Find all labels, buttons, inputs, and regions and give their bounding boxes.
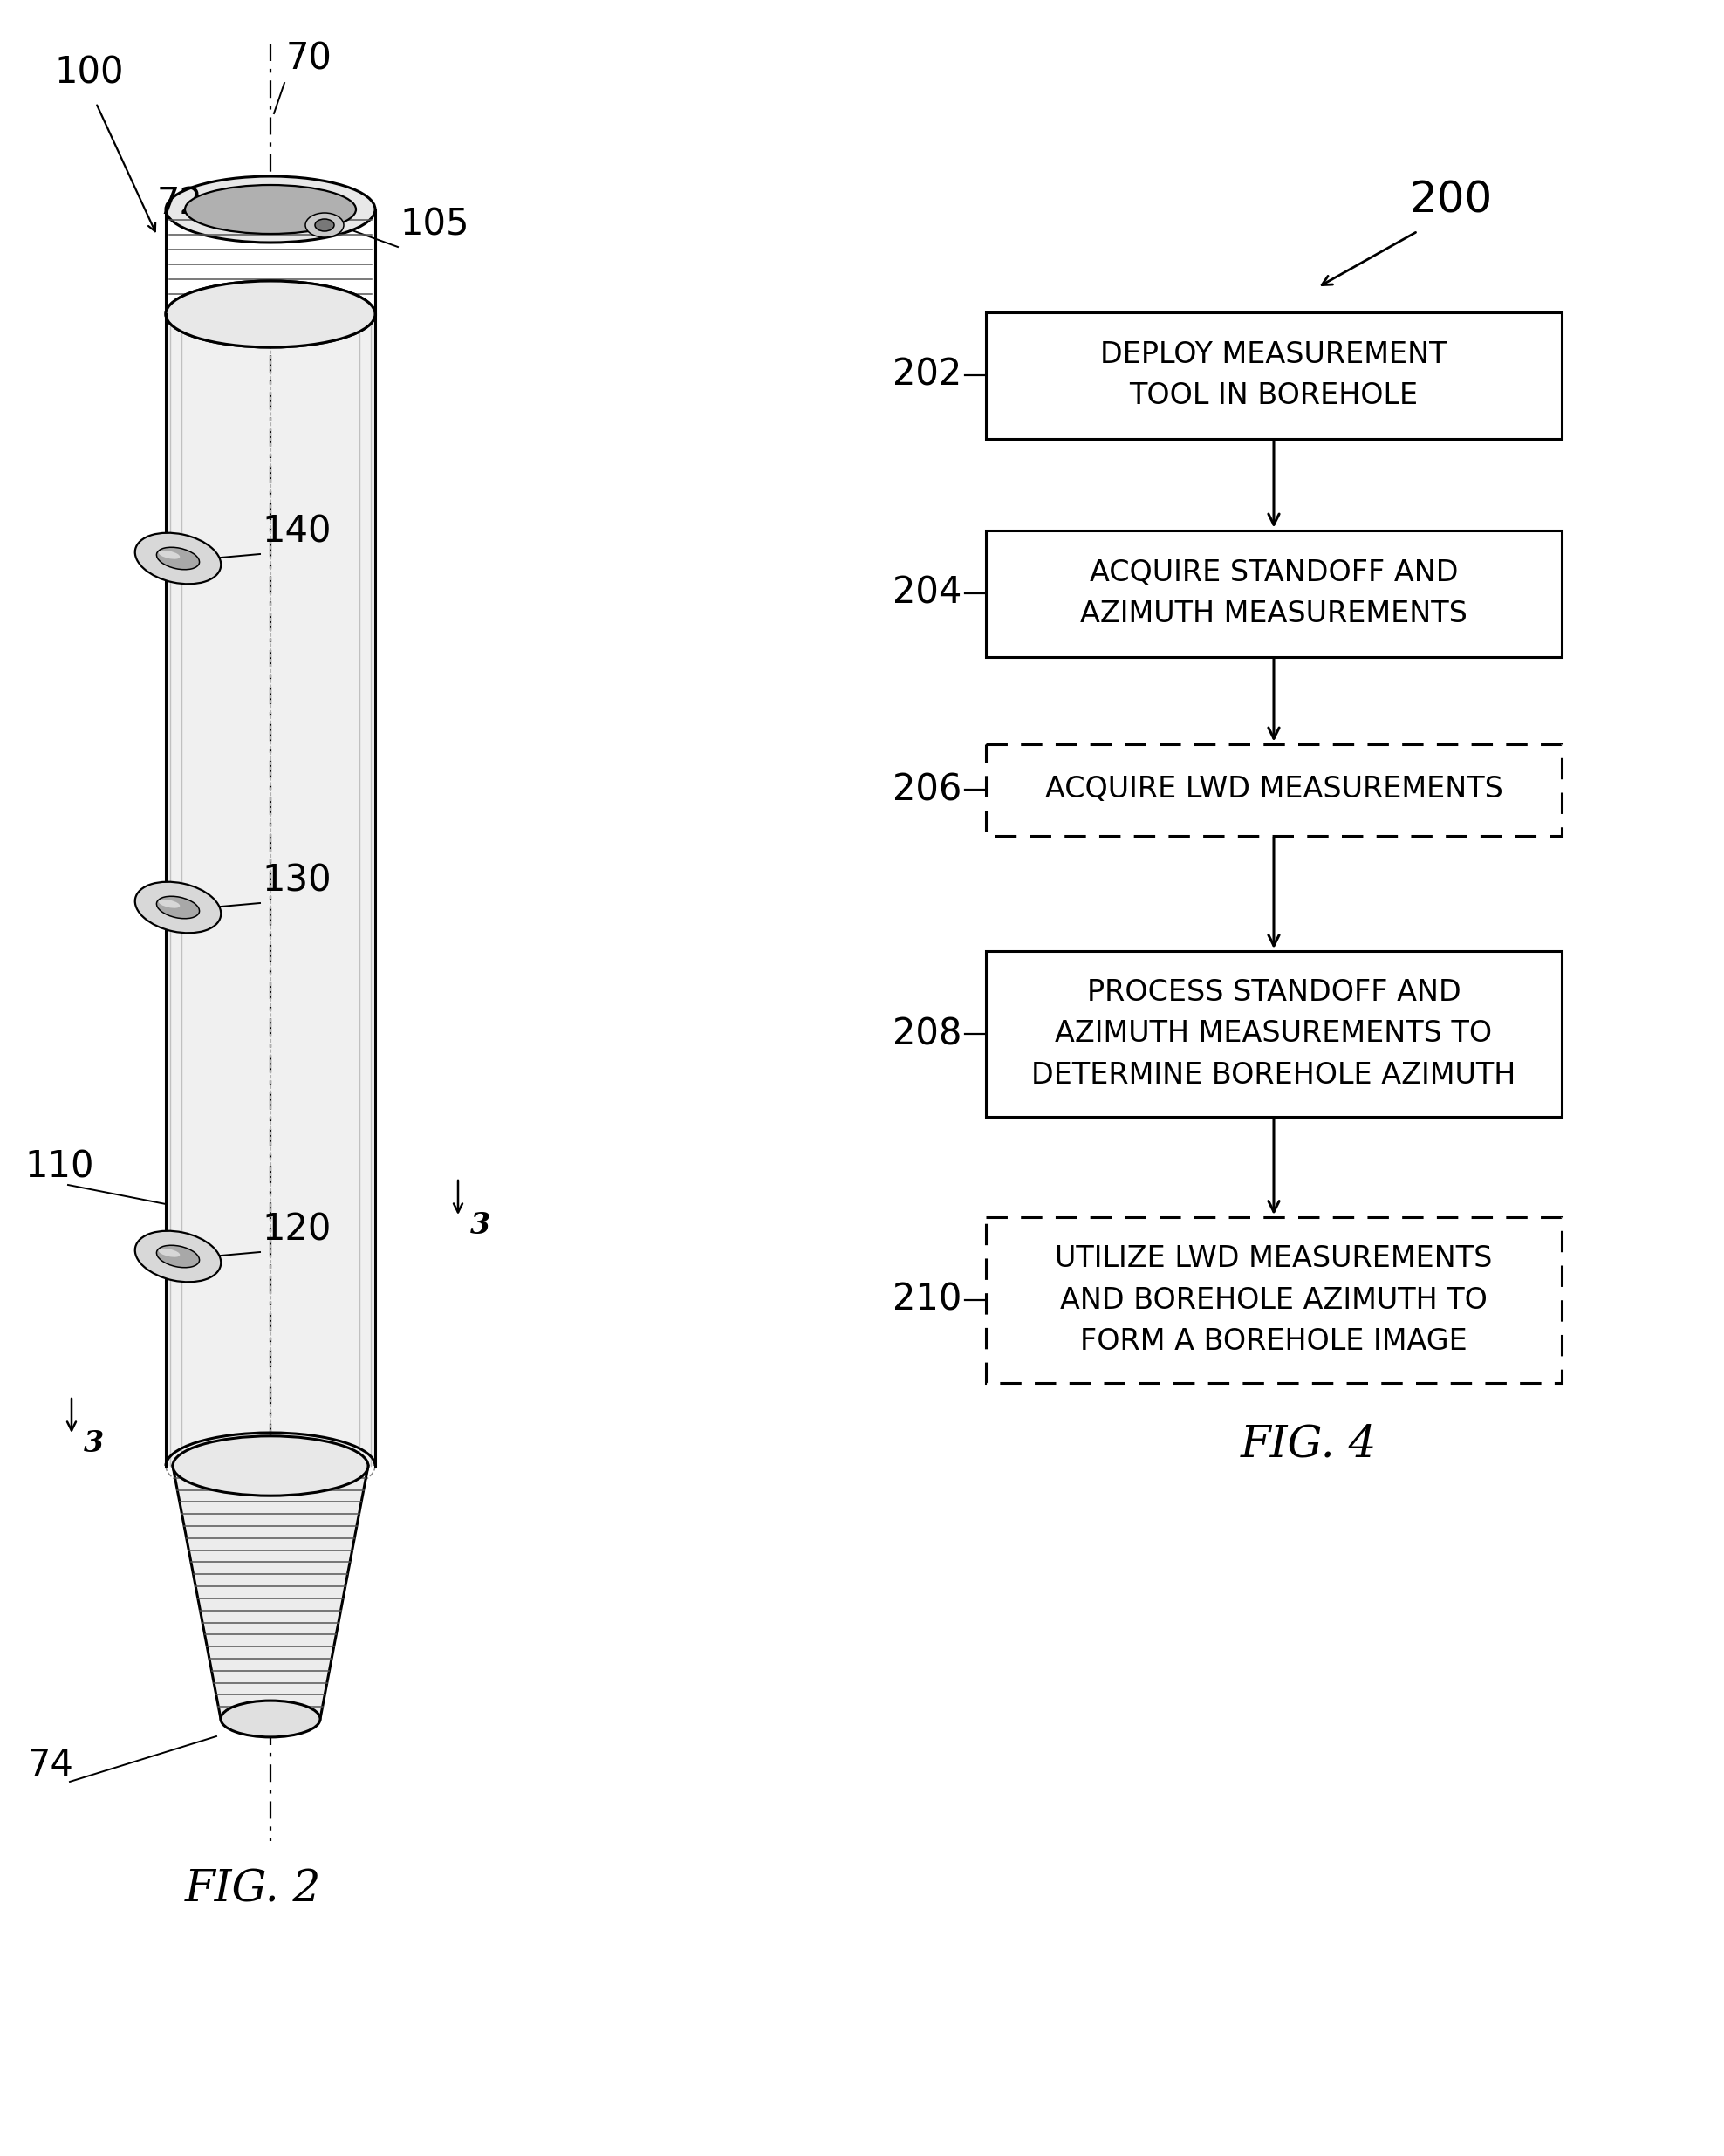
Ellipse shape	[166, 177, 376, 244]
FancyBboxPatch shape	[986, 530, 1562, 658]
Text: FIG. 2: FIG. 2	[184, 1869, 321, 1912]
Ellipse shape	[166, 280, 376, 347]
Text: 3: 3	[84, 1429, 103, 1457]
Ellipse shape	[166, 280, 376, 347]
Text: 202: 202	[893, 358, 962, 395]
Bar	[166, 315, 376, 1466]
Ellipse shape	[159, 899, 179, 908]
Text: 120: 120	[262, 1212, 331, 1248]
Text: 3: 3	[471, 1212, 491, 1240]
Ellipse shape	[159, 1248, 179, 1257]
Ellipse shape	[134, 882, 221, 934]
Text: 204: 204	[893, 576, 962, 612]
Text: 100: 100	[53, 54, 124, 91]
Ellipse shape	[184, 185, 355, 233]
Text: DEPLOY MEASUREMENT
TOOL IN BOREHOLE: DEPLOY MEASUREMENT TOOL IN BOREHOLE	[1100, 341, 1446, 410]
Text: 110: 110	[24, 1149, 93, 1186]
Text: 70: 70	[286, 41, 333, 78]
Text: PROCESS STANDOFF AND
AZIMUTH MEASUREMENTS TO
DETERMINE BOREHOLE AZIMUTH: PROCESS STANDOFF AND AZIMUTH MEASUREMENT…	[1031, 979, 1515, 1089]
Ellipse shape	[134, 1231, 221, 1283]
Text: 105: 105	[400, 207, 469, 244]
FancyBboxPatch shape	[986, 1218, 1562, 1382]
Ellipse shape	[172, 1436, 369, 1496]
FancyBboxPatch shape	[986, 744, 1562, 834]
Ellipse shape	[157, 1246, 200, 1268]
Ellipse shape	[305, 213, 343, 237]
Text: FIG. 4: FIG. 4	[1241, 1423, 1377, 1466]
Ellipse shape	[315, 220, 334, 231]
Text: 130: 130	[262, 862, 331, 899]
Ellipse shape	[157, 897, 200, 918]
Text: 210: 210	[893, 1281, 962, 1317]
Text: UTILIZE LWD MEASUREMENTS
AND BOREHOLE AZIMUTH TO
FORM A BOREHOLE IMAGE: UTILIZE LWD MEASUREMENTS AND BOREHOLE AZ…	[1055, 1244, 1493, 1356]
Text: 140: 140	[262, 513, 331, 550]
FancyBboxPatch shape	[986, 313, 1562, 438]
Ellipse shape	[221, 1701, 321, 1738]
FancyBboxPatch shape	[986, 951, 1562, 1117]
Text: ACQUIRE STANDOFF AND
AZIMUTH MEASUREMENTS: ACQUIRE STANDOFF AND AZIMUTH MEASUREMENT…	[1081, 558, 1467, 627]
Text: ACQUIRE LWD MEASUREMENTS: ACQUIRE LWD MEASUREMENTS	[1045, 776, 1503, 804]
Ellipse shape	[157, 548, 200, 569]
Text: 200: 200	[1409, 179, 1493, 222]
Text: 74: 74	[28, 1746, 74, 1783]
Text: 208: 208	[891, 1015, 962, 1052]
Ellipse shape	[159, 550, 179, 558]
Polygon shape	[172, 1466, 369, 1718]
Ellipse shape	[134, 533, 221, 584]
Text: 72: 72	[157, 185, 203, 222]
Text: 206: 206	[893, 772, 962, 808]
